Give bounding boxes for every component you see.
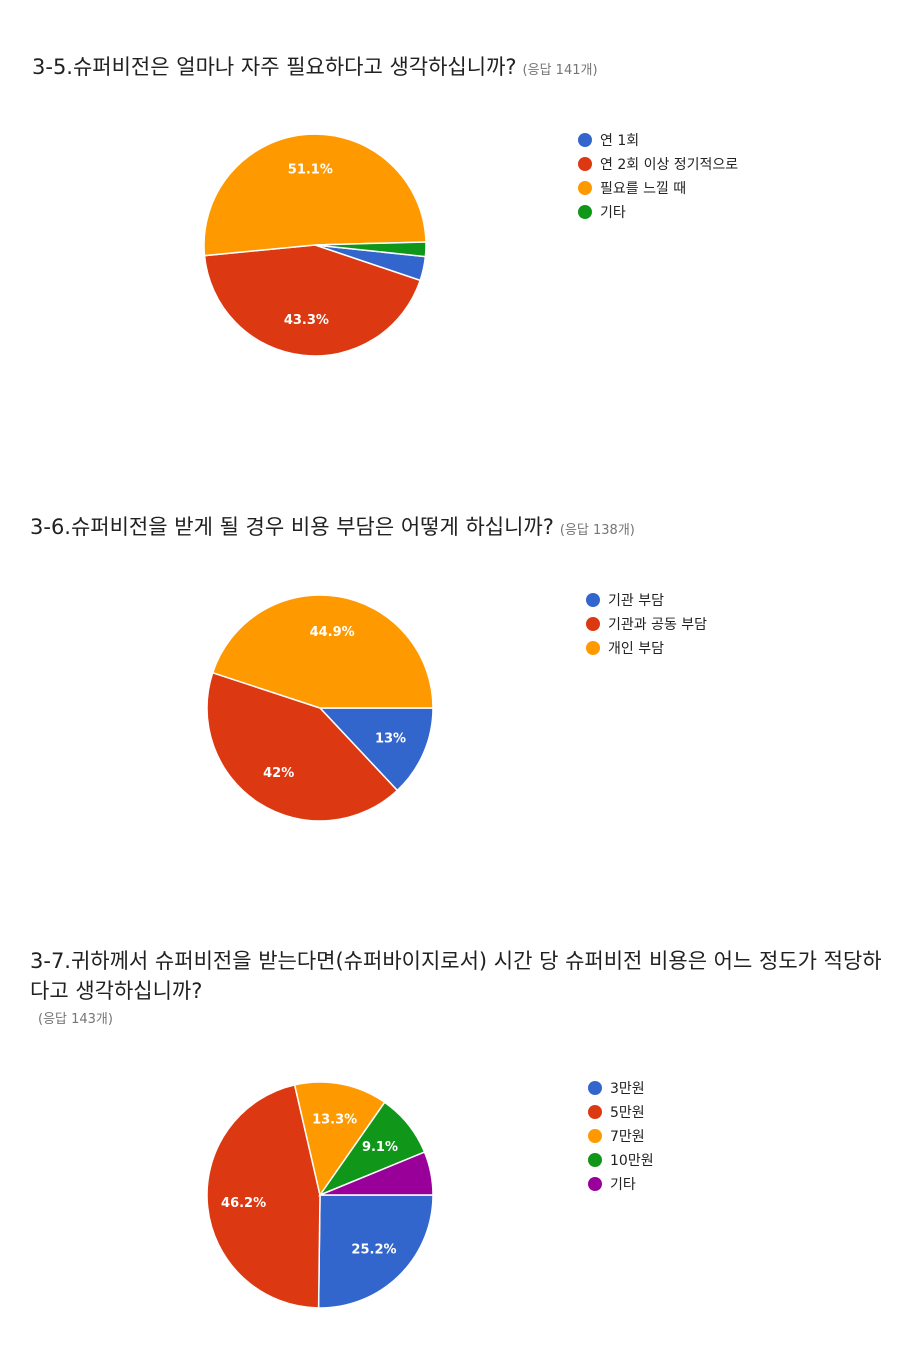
legend-label: 10만원: [610, 1153, 654, 1169]
chart-block-3-5: 3-5.슈퍼비전은 얼마나 자주 필요하다고 생각하십니까? (응답 141개) …: [0, 0, 909, 460]
legend-label: 연 2회 이상 정기적으로: [600, 157, 739, 173]
pie-slice-label-2: 43.3%: [284, 313, 329, 328]
legend-item: 기관 부담: [586, 588, 707, 612]
legend-item: 기타: [578, 200, 738, 224]
legend-item: 기관과 공동 부담: [586, 612, 707, 636]
response-count: (응답 143개): [38, 1012, 113, 1027]
pie-slice-2: [203, 244, 422, 357]
pie-slice-label-3: 51.1%: [288, 163, 333, 178]
legend-swatch: [586, 593, 600, 607]
chart-title: 3-5.슈퍼비전은 얼마나 자주 필요하다고 생각하십니까? (응답 141개): [32, 52, 598, 86]
pie-slice-1: [317, 1194, 434, 1309]
legend-item: 연 1회: [578, 128, 738, 152]
chart-title: 3-7.귀하께서 슈퍼비전을 받는다면(슈퍼바이지로서) 시간 당 슈퍼비전 비…: [30, 946, 900, 1006]
legend-swatch: [588, 1129, 602, 1143]
pie-chart-3-6: 13% 42% 44.9%: [206, 594, 434, 822]
legend-swatch: [578, 205, 592, 219]
legend-swatch: [578, 157, 592, 171]
legend-label: 5만원: [610, 1105, 645, 1121]
chart-title: 3-6.슈퍼비전을 받게 될 경우 비용 부담은 어떻게 하십니까? (응답 13…: [30, 512, 635, 546]
pie-slice-3: [293, 1081, 386, 1197]
legend-swatch: [588, 1153, 602, 1167]
pie-slice-2: [206, 1083, 321, 1309]
pie-slice-label-1: 25.2%: [351, 1243, 396, 1258]
legend-swatch: [586, 641, 600, 655]
legend-swatch: [578, 181, 592, 195]
chart-title-text: 3-6.슈퍼비전을 받게 될 경우 비용 부담은 어떻게 하십니까?: [30, 515, 554, 539]
chart-title-text: 3-7.귀하께서 슈퍼비전을 받는다면(슈퍼바이지로서) 시간 당 슈퍼비전 비…: [30, 949, 882, 1003]
pie-chart-3-7: 25.2% 46.2% 13.3% 9.1%: [206, 1081, 434, 1309]
pie-slice-4: [314, 241, 427, 258]
legend-label: 필요를 느낄 때: [600, 181, 687, 197]
response-count: (응답 141개): [522, 63, 598, 78]
pie-slice-label-1: 13%: [375, 732, 406, 747]
legend-swatch: [588, 1177, 602, 1191]
legend-swatch: [588, 1105, 602, 1119]
pie-chart-3-5: 43.3% 51.1%: [203, 133, 427, 357]
legend-label: 기타: [610, 1177, 636, 1193]
legend-item: 7만원: [588, 1124, 654, 1148]
chart-block-3-6: 3-6.슈퍼비전을 받게 될 경우 비용 부담은 어떻게 하십니까? (응답 13…: [0, 460, 909, 900]
pie-slice-label-3: 13.3%: [312, 1113, 357, 1128]
pie-slice-5: [319, 1151, 434, 1196]
legend-item: 연 2회 이상 정기적으로: [578, 152, 738, 176]
legend-label: 기관과 공동 부담: [608, 617, 708, 633]
legend-label: 7만원: [610, 1129, 645, 1145]
legend-swatch: [586, 617, 600, 631]
legend-label: 3만원: [610, 1081, 645, 1097]
pie-slice-label-2: 46.2%: [221, 1196, 266, 1211]
legend-swatch: [588, 1081, 602, 1095]
pie-slice-2: [206, 671, 399, 822]
pie-slice-3: [203, 133, 427, 257]
legend-label: 연 1회: [600, 133, 640, 149]
legend-item: 10만원: [588, 1148, 654, 1172]
pie-slice-3: [211, 594, 434, 709]
pie-slice-label-3: 44.9%: [310, 625, 355, 640]
response-count: (응답 138개): [559, 523, 635, 538]
legend-item: 5만원: [588, 1100, 654, 1124]
chart-title-text: 3-5.슈퍼비전은 얼마나 자주 필요하다고 생각하십니까?: [32, 55, 517, 79]
pie-slice-label-2: 42%: [263, 766, 294, 781]
pie-slice-1: [318, 707, 434, 792]
chart-block-3-7: 3-7.귀하께서 슈퍼비전을 받는다면(슈퍼바이지로서) 시간 당 슈퍼비전 비…: [0, 900, 909, 1366]
legend-item: 개인 부담: [586, 636, 707, 660]
pie-slice-label-4: 9.1%: [362, 1140, 398, 1155]
legend-item: 3만원: [588, 1076, 654, 1100]
legend-label: 기타: [600, 205, 626, 221]
legend-label: 기관 부담: [608, 593, 664, 609]
legend-item: 기타: [588, 1172, 654, 1196]
legend-swatch: [578, 133, 592, 147]
legend-item: 필요를 느낄 때: [578, 176, 738, 200]
legend-label: 개인 부담: [608, 641, 664, 657]
